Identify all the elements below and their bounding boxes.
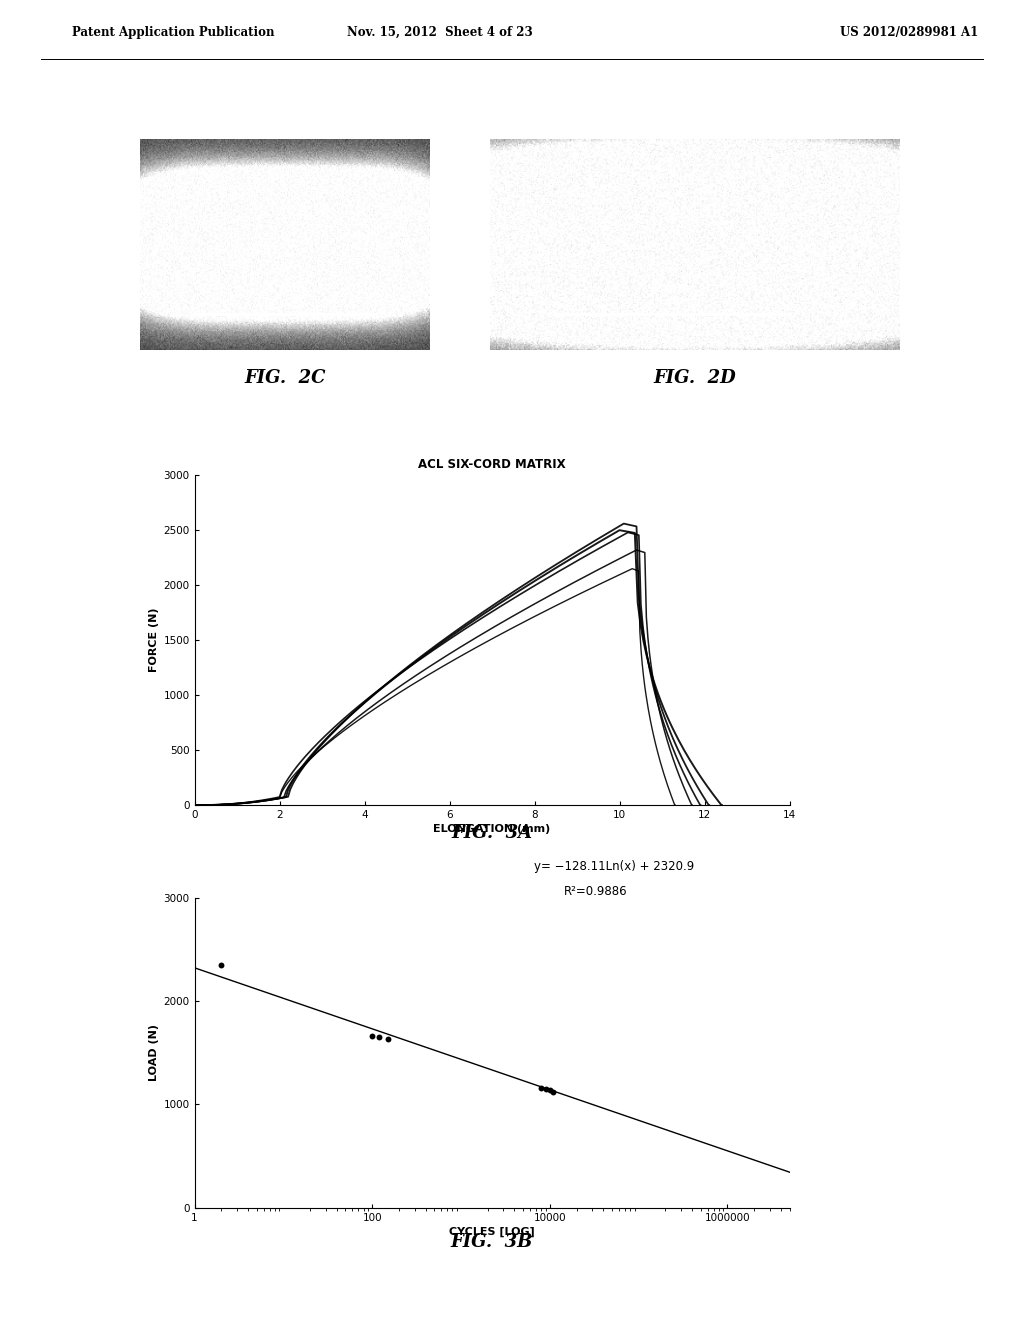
Point bbox=[213, 954, 229, 975]
Text: 5 mm: 5 mm bbox=[265, 282, 305, 294]
Point bbox=[371, 1027, 387, 1048]
Point bbox=[534, 1077, 550, 1098]
Y-axis label: LOAD (N): LOAD (N) bbox=[150, 1024, 160, 1081]
Y-axis label: FORCE (N): FORCE (N) bbox=[150, 609, 160, 672]
Text: US 2012/0289981 A1: US 2012/0289981 A1 bbox=[840, 26, 978, 40]
Point bbox=[538, 1078, 554, 1100]
Point bbox=[542, 1080, 558, 1101]
X-axis label: ELONGATION (mm): ELONGATION (mm) bbox=[433, 824, 551, 834]
Text: y= −128.11Ln(x) + 2320.9: y= −128.11Ln(x) + 2320.9 bbox=[534, 859, 694, 873]
Point bbox=[364, 1026, 380, 1047]
Point bbox=[546, 1081, 562, 1102]
Text: Patent Application Publication: Patent Application Publication bbox=[72, 26, 274, 40]
X-axis label: CYCLES [LOG]: CYCLES [LOG] bbox=[450, 1226, 535, 1237]
Point bbox=[380, 1028, 396, 1049]
Text: FIG.  2C: FIG. 2C bbox=[245, 368, 326, 387]
Text: 5 mm: 5 mm bbox=[651, 282, 690, 294]
Text: FIG.  3A: FIG. 3A bbox=[452, 824, 532, 842]
Text: FIG.  3B: FIG. 3B bbox=[451, 1233, 534, 1251]
Text: Nov. 15, 2012  Sheet 4 of 23: Nov. 15, 2012 Sheet 4 of 23 bbox=[347, 26, 534, 40]
Text: FIG.  2D: FIG. 2D bbox=[654, 368, 736, 387]
Title: ACL SIX-CORD MATRIX: ACL SIX-CORD MATRIX bbox=[418, 458, 566, 471]
Text: R²=0.9886: R²=0.9886 bbox=[563, 884, 627, 898]
